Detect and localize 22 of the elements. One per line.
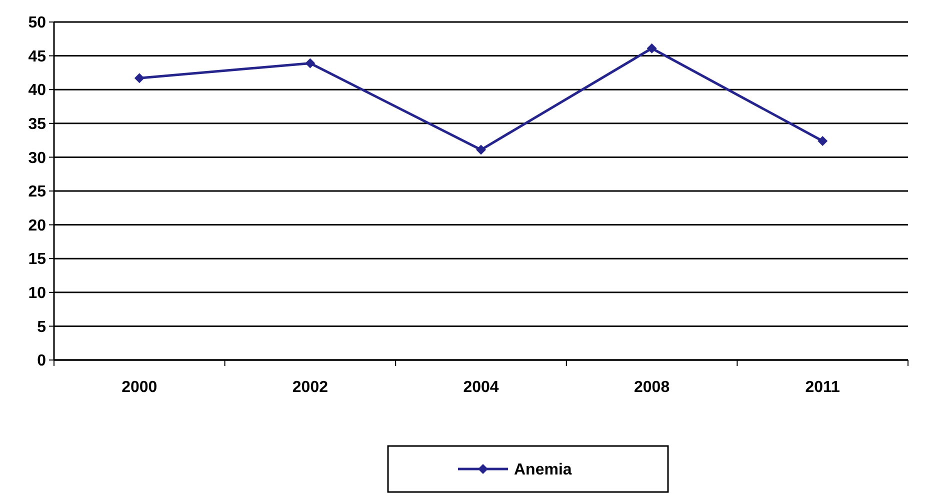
y-tick-label: 35 <box>28 116 46 133</box>
y-tick-label: 25 <box>28 184 46 201</box>
y-tick-label: 40 <box>28 82 46 100</box>
x-tick-label: 2002 <box>292 379 328 396</box>
y-tick-label: 30 <box>28 150 46 167</box>
y-tick-label: 5 <box>37 318 46 336</box>
point <box>646 43 657 54</box>
y-tick-label: 15 <box>28 251 46 268</box>
x-tick-label: 2004 <box>463 379 499 396</box>
legend-label: Anemia <box>514 462 572 479</box>
x-tick-label: 2011 <box>805 379 840 396</box>
y-tick-label: 50 <box>28 14 46 32</box>
x-tick-label: 2000 <box>122 379 158 396</box>
point <box>134 73 144 84</box>
x-tick-label: 2008 <box>634 379 670 396</box>
y-tick-label: 0 <box>37 352 46 370</box>
point <box>476 144 486 155</box>
point <box>305 58 316 68</box>
y-tick-label: 45 <box>28 48 46 66</box>
point <box>818 136 828 146</box>
y-tick-label: 20 <box>28 217 46 234</box>
y-tick-label: 10 <box>28 285 46 302</box>
